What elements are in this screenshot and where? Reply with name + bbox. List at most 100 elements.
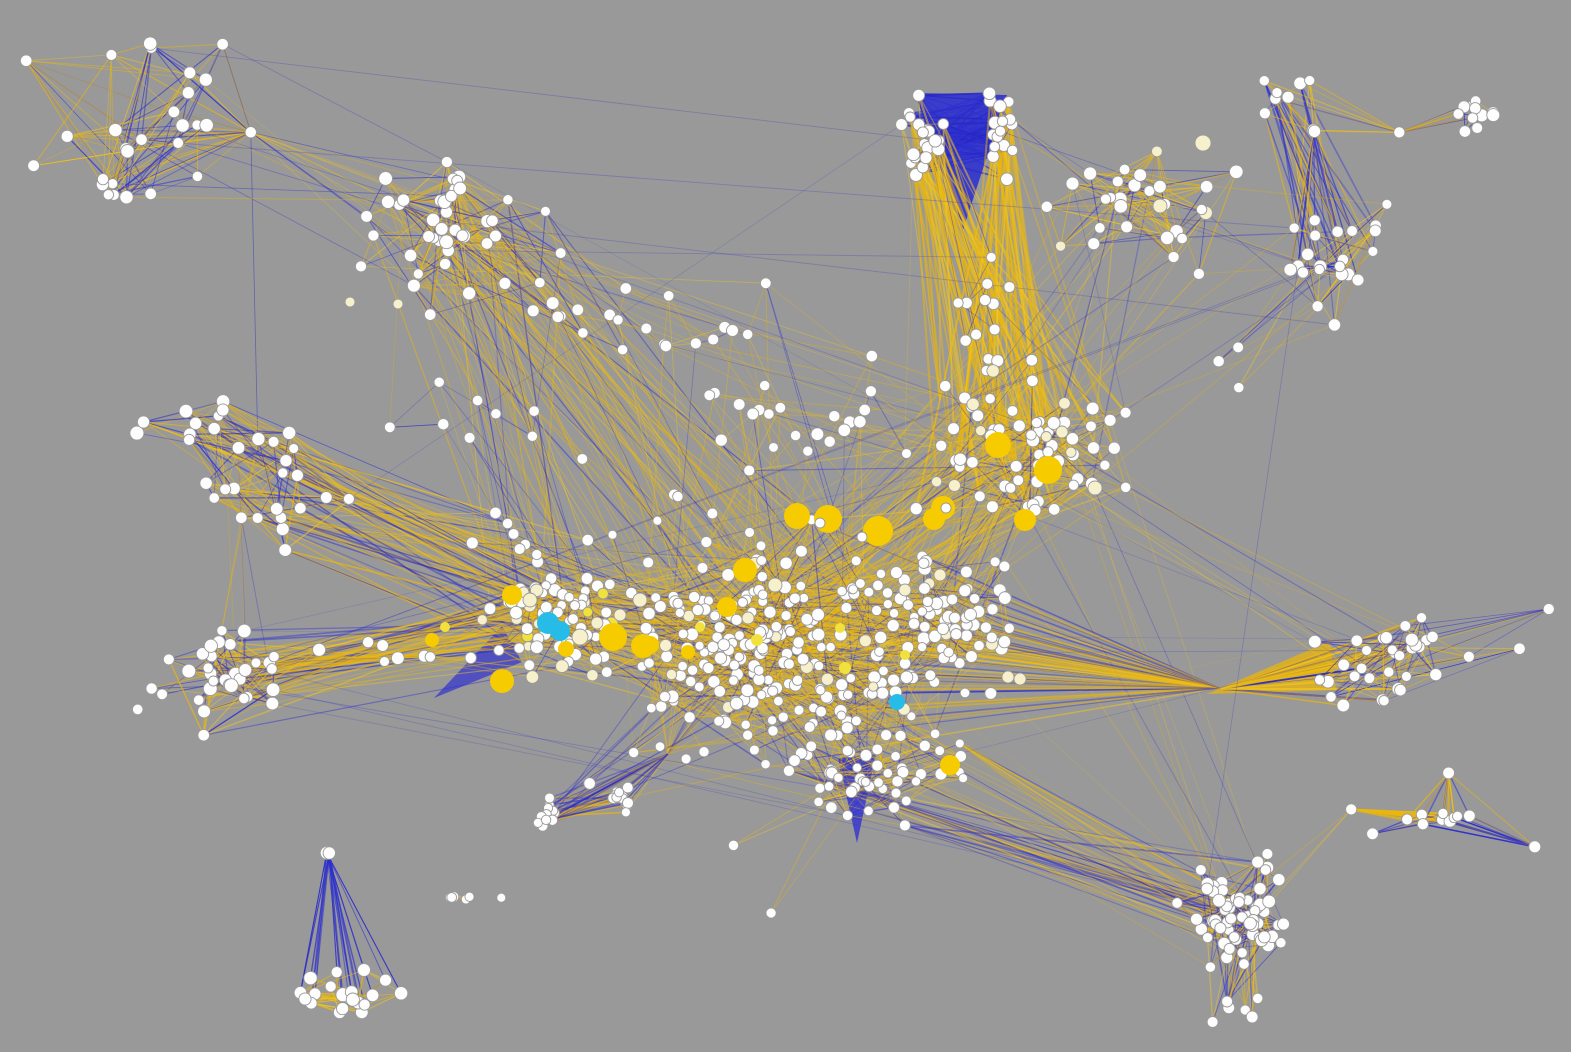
graph-node[interactable] [513, 642, 525, 654]
graph-node[interactable] [1367, 245, 1379, 257]
graph-node[interactable] [748, 744, 760, 756]
graph-node[interactable] [219, 483, 232, 496]
graph-node[interactable] [953, 657, 966, 669]
graph-node-gold[interactable] [1014, 509, 1036, 531]
graph-node[interactable] [674, 607, 685, 618]
graph-node[interactable] [1463, 809, 1476, 823]
graph-node[interactable] [1047, 503, 1061, 516]
graph-node[interactable] [998, 560, 1011, 573]
graph-node[interactable] [1251, 855, 1265, 869]
graph-node-gold[interactable] [784, 503, 810, 529]
graph-node[interactable] [290, 468, 304, 482]
graph-node[interactable] [476, 614, 488, 626]
graph-node[interactable] [694, 640, 705, 651]
graph-node[interactable] [1368, 224, 1382, 238]
graph-node[interactable] [986, 150, 1000, 163]
graph-node-cream[interactable] [741, 611, 755, 625]
graph-node[interactable] [433, 376, 445, 388]
graph-node-cream[interactable] [933, 568, 947, 582]
graph-node[interactable] [628, 747, 640, 759]
graph-node[interactable] [824, 728, 838, 742]
graph-node[interactable] [986, 364, 1000, 378]
graph-node[interactable] [1379, 631, 1393, 645]
graph-node[interactable] [1437, 807, 1449, 819]
graph-node[interactable] [354, 260, 368, 273]
graph-node[interactable] [195, 647, 210, 661]
graph-node[interactable] [912, 88, 926, 102]
graph-node[interactable] [108, 122, 123, 138]
graph-node[interactable] [1309, 229, 1322, 242]
graph-node[interactable] [707, 675, 721, 689]
graph-node[interactable] [685, 675, 697, 688]
graph-node[interactable] [732, 398, 746, 411]
graph-node[interactable] [396, 193, 411, 207]
graph-node[interactable] [848, 584, 858, 595]
graph-node[interactable] [768, 442, 779, 453]
graph-node[interactable] [958, 773, 969, 784]
graph-node[interactable] [1336, 698, 1351, 713]
graph-node[interactable] [928, 629, 942, 643]
graph-node-yellow[interactable] [440, 622, 450, 632]
graph-node[interactable] [901, 448, 912, 459]
graph-node-fill[interactable] [856, 531, 868, 543]
graph-node[interactable] [223, 678, 239, 693]
graph-node[interactable] [19, 54, 33, 67]
graph-node-gold[interactable] [985, 432, 1011, 458]
graph-node[interactable] [1272, 872, 1286, 887]
graph-node[interactable] [1308, 214, 1321, 227]
graph-node[interactable] [251, 431, 266, 447]
graph-node[interactable] [1190, 912, 1203, 926]
graph-node[interactable] [1003, 281, 1016, 293]
graph-node[interactable] [1111, 175, 1124, 188]
graph-node[interactable] [660, 650, 674, 663]
graph-node[interactable] [759, 379, 771, 392]
graph-node-cream[interactable] [1013, 672, 1027, 686]
graph-node[interactable] [770, 620, 782, 633]
graph-node[interactable] [1313, 263, 1325, 275]
graph-node[interactable] [872, 579, 884, 592]
graph-node[interactable] [997, 635, 1012, 649]
graph-node[interactable] [502, 194, 514, 206]
graph-node[interactable] [231, 441, 246, 455]
graph-node[interactable] [699, 647, 710, 658]
graph-node[interactable] [1378, 695, 1390, 707]
graph-node[interactable] [757, 589, 769, 600]
graph-node[interactable] [825, 641, 836, 653]
graph-node[interactable] [612, 314, 624, 326]
graph-node[interactable] [143, 36, 158, 51]
graph-node[interactable] [909, 502, 923, 516]
graph-node[interactable] [412, 268, 424, 280]
graph-node[interactable] [244, 126, 257, 139]
graph-node[interactable] [860, 776, 871, 787]
graph-node[interactable] [278, 543, 293, 557]
graph-node[interactable] [713, 715, 725, 727]
graph-node[interactable] [489, 506, 502, 520]
graph-node[interactable] [902, 599, 914, 611]
graph-node[interactable] [791, 674, 804, 686]
graph-node[interactable] [1355, 662, 1368, 675]
graph-node[interactable] [383, 421, 396, 434]
graph-node[interactable] [520, 622, 534, 635]
graph-node[interactable] [362, 636, 375, 649]
graph-node[interactable] [1361, 644, 1373, 656]
graph-node[interactable] [136, 415, 151, 429]
graph-node[interactable] [964, 650, 978, 663]
graph-node[interactable] [199, 117, 214, 133]
graph-node[interactable] [960, 565, 973, 579]
graph-node[interactable] [528, 405, 540, 417]
graph-node[interactable] [756, 571, 768, 583]
graph-node[interactable] [1046, 416, 1061, 430]
graph-node[interactable] [916, 126, 929, 139]
graph-node[interactable] [379, 973, 392, 987]
graph-node[interactable] [1055, 240, 1067, 252]
graph-node[interactable] [1252, 992, 1264, 1005]
graph-node[interactable] [1025, 353, 1039, 367]
graph-node[interactable] [471, 394, 484, 407]
graph-node[interactable] [1325, 691, 1337, 703]
graph-node[interactable] [1118, 163, 1131, 176]
graph-node[interactable] [1160, 230, 1175, 246]
graph-node[interactable] [767, 685, 779, 697]
graph-node[interactable] [446, 892, 458, 903]
graph-node[interactable] [1462, 650, 1475, 663]
graph-node[interactable] [998, 591, 1012, 605]
